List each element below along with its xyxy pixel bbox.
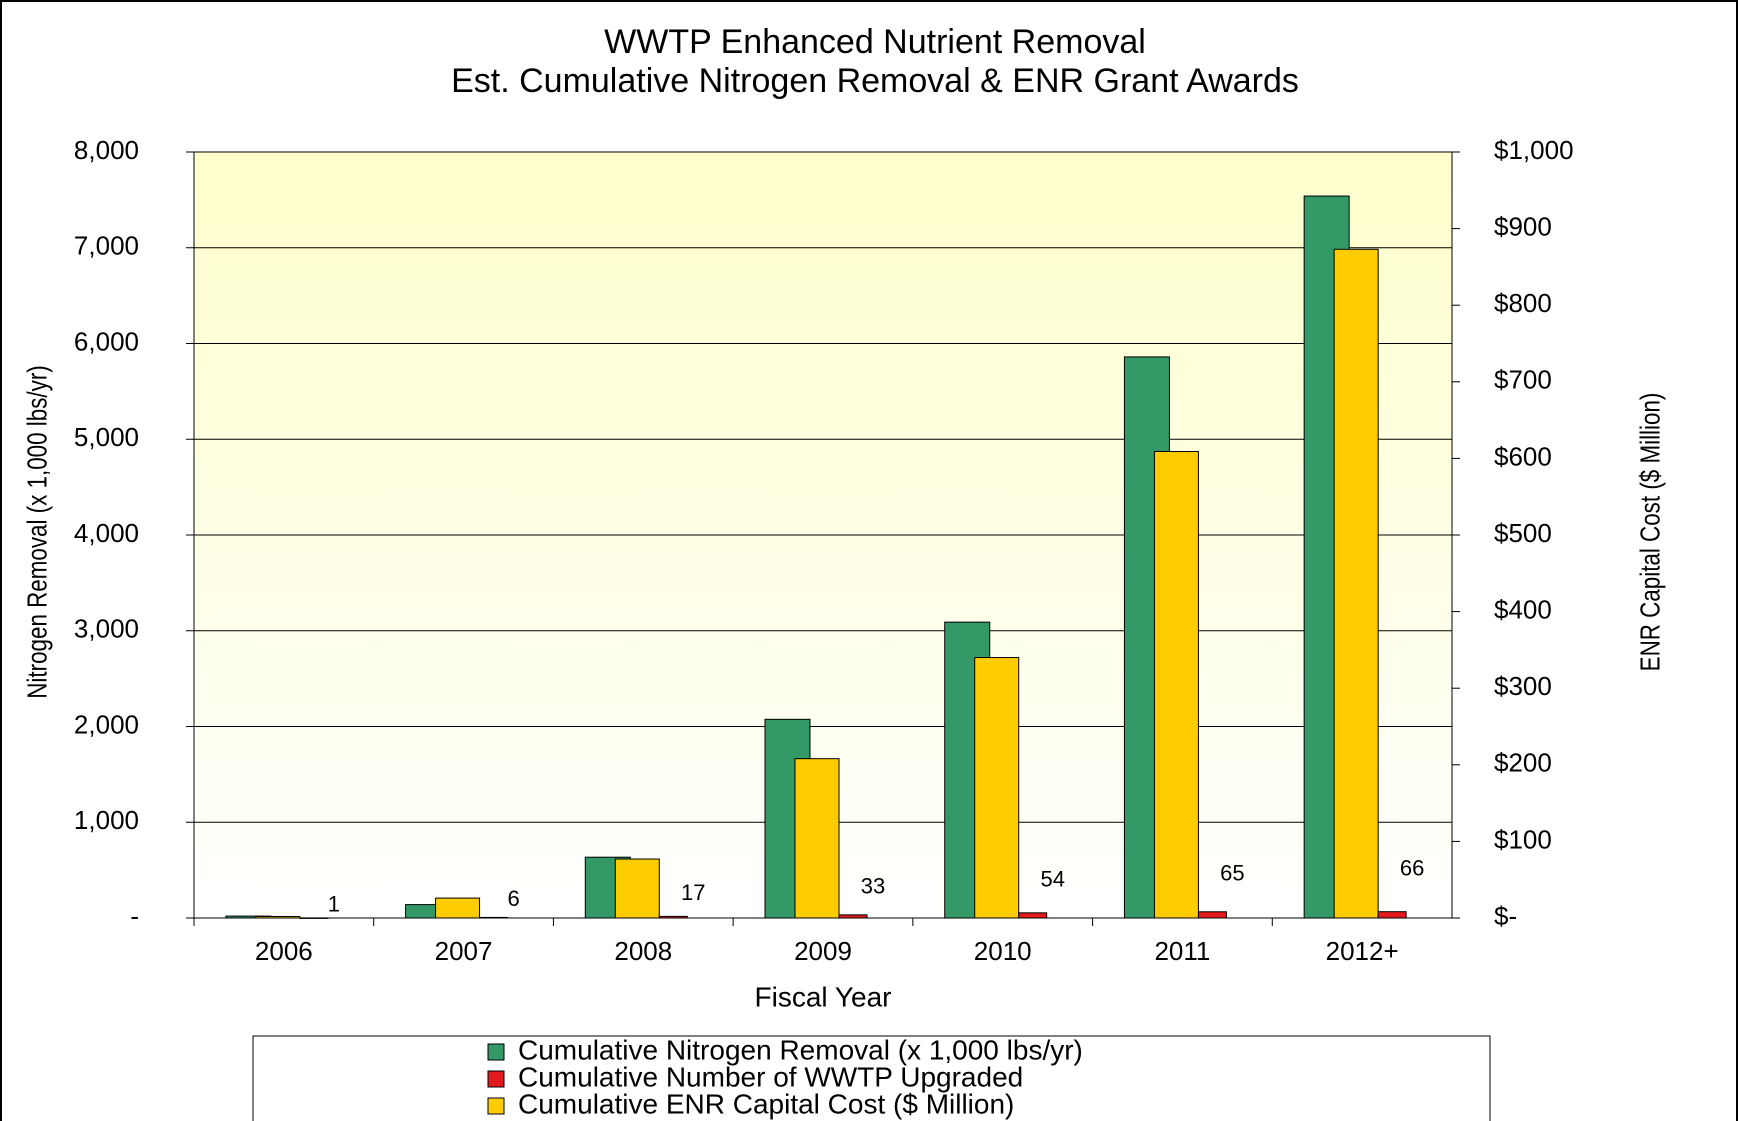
y2-tick-label: $-: [1494, 901, 1517, 931]
bar: [1333, 248, 1379, 919]
y-tick-label: 7,000: [74, 231, 139, 261]
data-label: 33: [861, 874, 885, 899]
y2-tick-label: $900: [1494, 211, 1552, 241]
bar: [479, 916, 509, 919]
y-tick-label: 5,000: [74, 422, 139, 452]
x-tick-label: 2006: [255, 936, 313, 966]
y-tick-label: 6,000: [74, 326, 139, 356]
x-tick-label: 2008: [614, 936, 672, 966]
data-label: 17: [681, 880, 705, 905]
x-axis-title: Fiscal Year: [755, 981, 892, 1012]
bar: [255, 915, 301, 919]
bar: [614, 858, 660, 919]
data-label: 1: [328, 892, 340, 917]
legend: [252, 1035, 1491, 1121]
data-label: 65: [1220, 861, 1244, 886]
bar: [1018, 912, 1048, 919]
y-tick-label: 2,000: [74, 709, 139, 739]
legend-label: Cumulative ENR Capital Cost ($ Million): [518, 1088, 1014, 1119]
bar: [658, 915, 688, 919]
x-tick-label: 2010: [974, 936, 1032, 966]
y2-tick-label: $600: [1494, 441, 1552, 471]
y2-tick-label: $800: [1494, 288, 1552, 318]
y2-tick-label: $400: [1494, 594, 1552, 624]
y-tick-label: 8,000: [74, 135, 139, 165]
y2-tick-label: $500: [1494, 518, 1552, 548]
x-tick-label: 2009: [794, 936, 852, 966]
y-tick-label: 3,000: [74, 614, 139, 644]
legend-label: Cumulative Number of WWTP Upgraded: [518, 1061, 1023, 1092]
y2-axis-title: ENR Capital Cost ($ Million): [1635, 393, 1666, 672]
chart-title: WWTP Enhanced Nutrient Removal: [604, 23, 1146, 61]
data-label: 6: [507, 886, 519, 911]
bar: [794, 758, 840, 919]
bar: [974, 657, 1020, 919]
x-tick-label: 2011: [1154, 936, 1210, 966]
y2-tick-label: $300: [1494, 671, 1552, 701]
bar: [1197, 911, 1227, 919]
y-tick-label: 1,000: [74, 805, 139, 835]
legend-swatch: [487, 1097, 505, 1115]
bar: [299, 917, 329, 919]
x-tick-label: 2007: [435, 936, 493, 966]
legend-swatch: [487, 1070, 505, 1088]
data-label: 66: [1400, 855, 1424, 880]
y-axis-title: Nitrogen Removal (x 1,000 lbs/yr): [22, 365, 53, 698]
y2-tick-label: $200: [1494, 748, 1552, 778]
bar: [1377, 911, 1407, 919]
bar: [1153, 451, 1199, 919]
y-tick-label: -: [130, 901, 139, 931]
y2-tick-label: $100: [1494, 824, 1552, 854]
legend-label: Cumulative Nitrogen Removal (x 1,000 lbs…: [518, 1034, 1083, 1065]
y2-tick-label: $1,000: [1494, 135, 1574, 165]
y-tick-label: 4,000: [74, 518, 139, 548]
x-tick-label: 2012+: [1326, 936, 1399, 966]
bar: [435, 897, 481, 919]
y2-tick-label: $700: [1494, 365, 1552, 395]
data-label: 54: [1040, 867, 1064, 892]
chart-subtitle: Est. Cumulative Nitrogen Removal & ENR G…: [451, 62, 1299, 100]
bar: [838, 914, 868, 919]
legend-swatch: [487, 1043, 505, 1061]
